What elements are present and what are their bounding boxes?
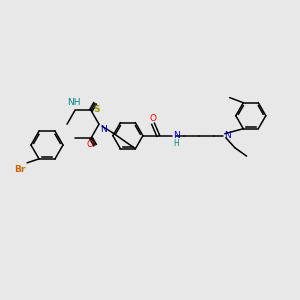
Text: N: N [224,131,231,140]
Text: NH: NH [67,98,81,107]
Text: O: O [150,114,157,123]
Text: O: O [86,140,94,149]
Text: N: N [100,125,107,134]
Text: S: S [93,105,100,114]
Text: Br: Br [15,165,26,174]
Text: N: N [173,131,179,140]
Text: H: H [173,139,178,148]
